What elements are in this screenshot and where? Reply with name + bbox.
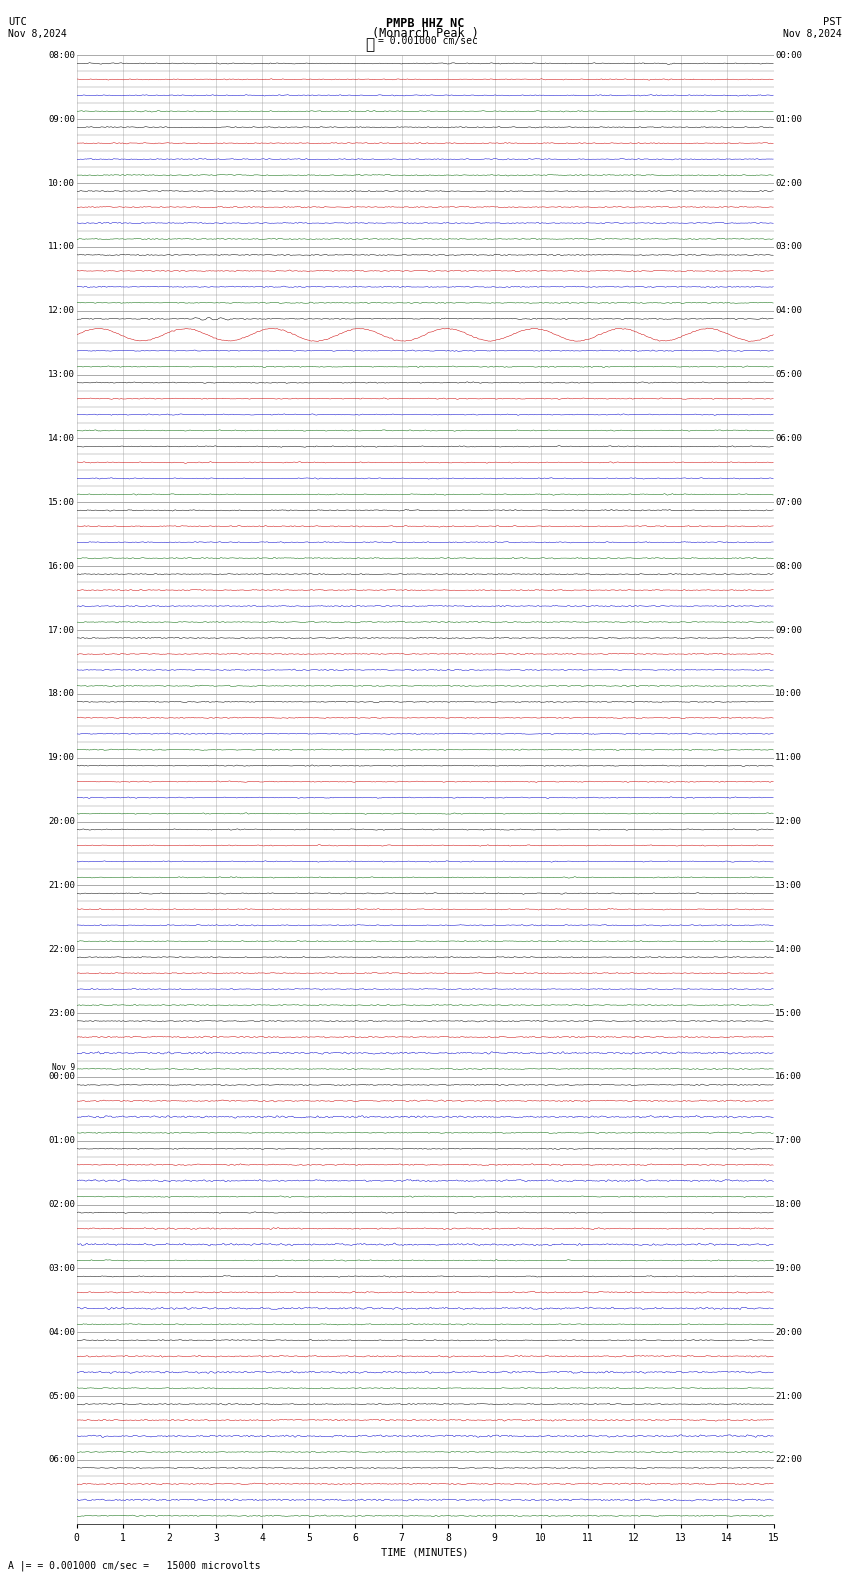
Text: 08:00: 08:00 [48,51,75,60]
Text: 23:00: 23:00 [48,1009,75,1017]
Text: 16:00: 16:00 [48,562,75,570]
Text: 22:00: 22:00 [48,944,75,954]
Text: 06:00: 06:00 [48,1456,75,1465]
Text: 10:00: 10:00 [48,179,75,187]
Text: 21:00: 21:00 [775,1392,802,1400]
Text: 10:00: 10:00 [775,689,802,699]
Text: 20:00: 20:00 [775,1327,802,1337]
Text: 15:00: 15:00 [775,1009,802,1017]
Text: 15:00: 15:00 [48,497,75,507]
Text: 19:00: 19:00 [775,1264,802,1274]
Text: A |= = 0.001000 cm/sec =   15000 microvolts: A |= = 0.001000 cm/sec = 15000 microvolt… [8,1560,261,1571]
Text: PST: PST [823,17,842,27]
Text: 03:00: 03:00 [48,1264,75,1274]
Text: 02:00: 02:00 [775,179,802,187]
Text: 13:00: 13:00 [775,881,802,890]
Text: 06:00: 06:00 [775,434,802,444]
Text: 09:00: 09:00 [775,626,802,635]
Text: 11:00: 11:00 [48,242,75,252]
Text: 03:00: 03:00 [775,242,802,252]
Text: = 0.001000 cm/sec: = 0.001000 cm/sec [378,36,478,46]
Text: 16:00: 16:00 [775,1072,802,1082]
Text: 20:00: 20:00 [48,817,75,825]
Text: 08:00: 08:00 [775,562,802,570]
Text: 22:00: 22:00 [775,1456,802,1465]
Text: Nov 8,2024: Nov 8,2024 [783,29,842,38]
Text: 18:00: 18:00 [48,689,75,699]
Text: 09:00: 09:00 [48,114,75,124]
Text: 00:00: 00:00 [775,51,802,60]
Text: Nov 9: Nov 9 [52,1063,75,1072]
Text: 11:00: 11:00 [775,754,802,762]
Text: 01:00: 01:00 [775,114,802,124]
Text: 04:00: 04:00 [775,306,802,315]
Text: 01:00: 01:00 [48,1136,75,1145]
Text: 12:00: 12:00 [775,817,802,825]
Text: 07:00: 07:00 [775,497,802,507]
Text: PMPB HHZ NC: PMPB HHZ NC [386,16,464,30]
Text: 04:00: 04:00 [48,1327,75,1337]
Text: 21:00: 21:00 [48,881,75,890]
Text: 17:00: 17:00 [775,1136,802,1145]
Text: ⎸: ⎸ [366,36,374,52]
X-axis label: TIME (MINUTES): TIME (MINUTES) [382,1548,468,1557]
Text: 00:00: 00:00 [48,1072,75,1082]
Text: 12:00: 12:00 [48,306,75,315]
Text: 05:00: 05:00 [775,371,802,379]
Text: 19:00: 19:00 [48,754,75,762]
Text: 05:00: 05:00 [48,1392,75,1400]
Text: 14:00: 14:00 [48,434,75,444]
Text: Nov 8,2024: Nov 8,2024 [8,29,67,38]
Text: 18:00: 18:00 [775,1201,802,1209]
Text: 14:00: 14:00 [775,944,802,954]
Text: 17:00: 17:00 [48,626,75,635]
Text: (Monarch Peak ): (Monarch Peak ) [371,27,479,40]
Text: 13:00: 13:00 [48,371,75,379]
Text: 02:00: 02:00 [48,1201,75,1209]
Text: UTC: UTC [8,17,27,27]
